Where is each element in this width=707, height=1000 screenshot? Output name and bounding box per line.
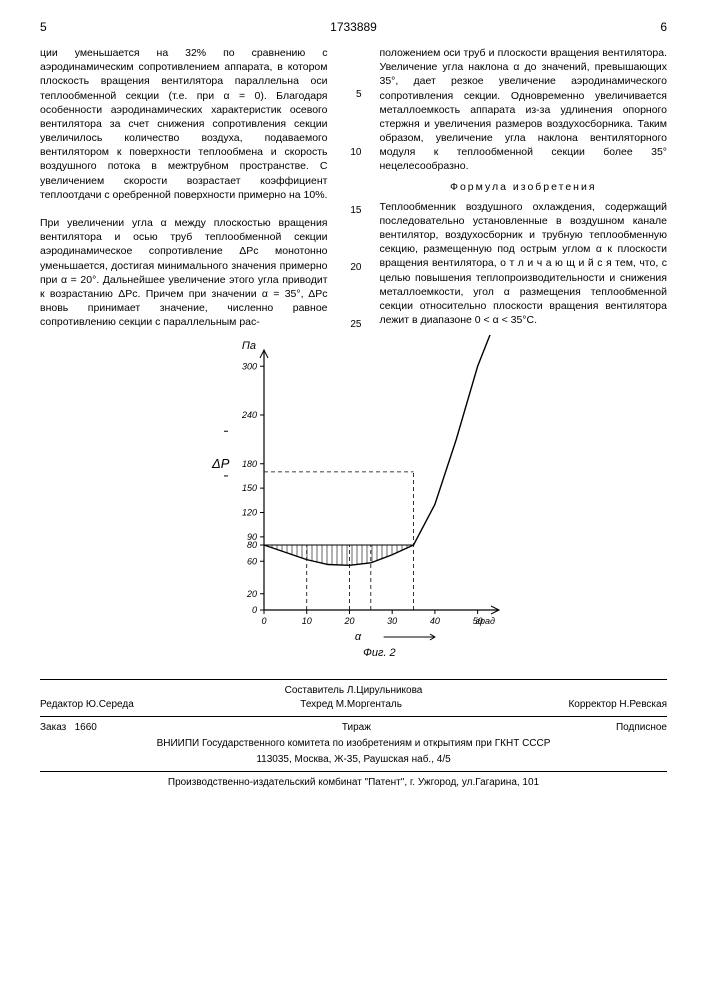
tirazh: Тираж — [342, 721, 371, 735]
page-num-right: 6 — [660, 20, 667, 34]
chart-container: 02060809012015018024030001020304050ПаΔPα… — [40, 335, 667, 665]
left-column: ции уменьшается на 32% по сравнению с аэ… — [40, 46, 328, 329]
svg-text:ΔP: ΔP — [211, 456, 230, 471]
svg-text:120: 120 — [241, 508, 256, 518]
corrector-label: Корректор — [568, 699, 616, 710]
line-num: 5 — [356, 88, 362, 102]
svg-text:0: 0 — [261, 616, 266, 626]
line-num: 15 — [350, 204, 361, 218]
line-num: 25 — [350, 318, 361, 332]
svg-text:40: 40 — [429, 616, 439, 626]
svg-text:150: 150 — [241, 484, 256, 494]
svg-text:240: 240 — [240, 410, 256, 420]
svg-text:Фиг. 2: Фиг. 2 — [363, 647, 396, 659]
techred-label: Техред — [300, 699, 333, 710]
footer: Составитель Л.Цирульникова Редактор Ю.Се… — [40, 679, 667, 790]
editor-label: Редактор — [40, 699, 83, 710]
compiler-name: Л.Цирульникова — [347, 685, 423, 696]
subscribe: Подписное — [616, 721, 667, 735]
doc-number: 1733889 — [330, 20, 377, 34]
right-text-formula: Теплообменник воздушного охлаждения, сод… — [380, 200, 668, 328]
corrector-name: Н.Ревская — [619, 699, 667, 710]
svg-text:20: 20 — [245, 589, 256, 599]
svg-text:180: 180 — [241, 459, 256, 469]
page-num-left: 5 — [40, 20, 47, 34]
line-num: 20 — [350, 261, 361, 275]
left-text: ции уменьшается на 32% по сравнению с аэ… — [40, 46, 328, 329]
svg-text:300: 300 — [241, 362, 256, 372]
org3: Производственно-издательский комбинат "П… — [40, 776, 667, 790]
editor-name: Ю.Середа — [86, 699, 134, 710]
svg-text:10: 10 — [301, 616, 311, 626]
org2: 113035, Москва, Ж-35, Раушская наб., 4/5 — [40, 753, 667, 767]
formula-heading: Формула изобретения — [380, 180, 668, 194]
right-text-top: положением оси труб и плоскости вращения… — [380, 46, 668, 174]
techred-name: М.Моргенталь — [336, 699, 402, 710]
svg-text:30: 30 — [387, 616, 397, 626]
svg-text:0: 0 — [251, 605, 256, 615]
svg-text:град: град — [475, 616, 494, 626]
svg-text:20: 20 — [343, 616, 354, 626]
compiler-label: Составитель — [285, 685, 344, 696]
right-column: положением оси труб и плоскости вращения… — [380, 46, 668, 329]
org1: ВНИИПИ Государственного комитета по изоб… — [40, 737, 667, 751]
svg-text:Па: Па — [241, 340, 255, 352]
line-num: 10 — [350, 146, 361, 160]
order-label: Заказ — [40, 722, 66, 733]
svg-text:α: α — [354, 631, 361, 643]
svg-text:60: 60 — [246, 557, 256, 567]
chart: 02060809012015018024030001020304050ПаΔPα… — [194, 335, 514, 665]
line-number-gutter: 5 10 15 20 25 — [346, 46, 362, 329]
order-num: 1660 — [75, 722, 97, 733]
page-header: 5 1733889 6 — [40, 20, 667, 34]
svg-text:90: 90 — [246, 532, 256, 542]
text-columns: ции уменьшается на 32% по сравнению с аэ… — [40, 46, 667, 329]
